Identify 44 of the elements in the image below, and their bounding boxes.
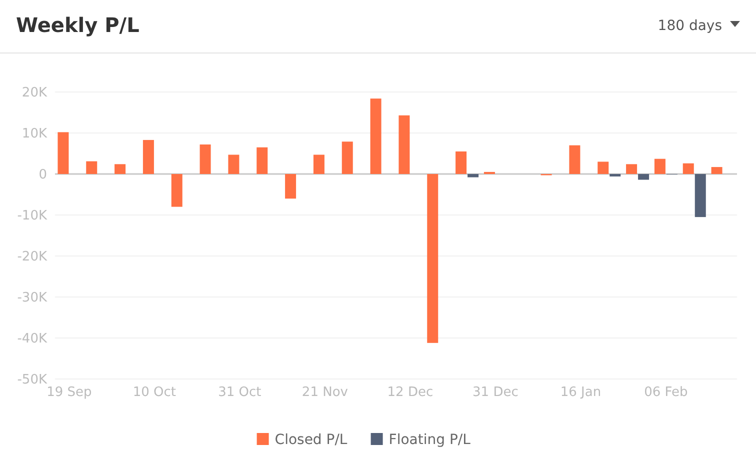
x-tick-label: 19 Sep: [46, 385, 92, 400]
bar: [598, 162, 609, 174]
bar: [256, 147, 268, 174]
bar: [228, 154, 240, 174]
y-tick-label: 0: [38, 168, 47, 183]
x-tick-label: 16 Jan: [560, 385, 602, 400]
bar: [370, 98, 382, 174]
bar: [86, 161, 98, 174]
bar: [682, 163, 694, 174]
bar: [114, 164, 126, 174]
bar: [313, 154, 324, 174]
y-tick-label: -50K: [17, 372, 48, 388]
x-tick-label: 06 Feb: [644, 385, 688, 400]
bar: [694, 174, 706, 218]
x-tick-label: 31 Oct: [218, 385, 262, 400]
bar: [398, 115, 410, 174]
bar: [638, 174, 650, 180]
bar: [58, 132, 69, 174]
bar: [711, 167, 722, 174]
bar: [142, 140, 154, 174]
bar: [569, 145, 580, 174]
bar: [456, 151, 467, 174]
bar: [654, 158, 666, 174]
bar: [285, 174, 296, 199]
y-tick-label: -20K: [17, 250, 48, 265]
bar: [171, 174, 182, 207]
y-tick-label: -30K: [17, 290, 48, 306]
x-tick-label: 12 Dec: [387, 385, 434, 400]
x-tick-label: 31 Dec: [472, 385, 518, 400]
bar: [468, 174, 479, 178]
text: 180 days: [658, 18, 722, 34]
y-tick-label: 20K: [22, 86, 48, 101]
bar: [427, 174, 438, 343]
bar: [626, 164, 638, 174]
y-tick-label: 10K: [22, 126, 48, 142]
legend-label: Closed P/L: [274, 432, 348, 448]
x-tick-label: 21 Nov: [302, 385, 348, 400]
bar: [342, 142, 353, 174]
y-tick-label: -40K: [17, 332, 48, 347]
chart-title: Weekly P/L: [16, 13, 140, 37]
bar: [200, 144, 211, 174]
x-tick-label: 10 Oct: [132, 385, 176, 400]
y-tick-label: -10K: [17, 208, 48, 224]
legend-label: Floating P/L: [388, 432, 471, 448]
